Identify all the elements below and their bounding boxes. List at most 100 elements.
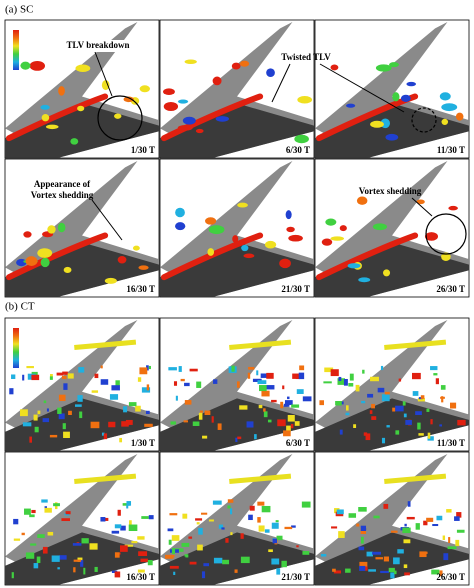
- vortex-blob: [212, 76, 222, 86]
- vortex-blob: [211, 416, 214, 423]
- vortex-blob: [126, 504, 129, 509]
- vortex-blob: [240, 556, 250, 564]
- vortex-blob: [40, 104, 50, 110]
- vortex-blob: [58, 413, 65, 420]
- vortex-blob: [201, 512, 208, 515]
- vortex-blob: [57, 407, 62, 414]
- vortex-blob: [26, 366, 34, 369]
- vortex-blob: [372, 551, 381, 555]
- vortex-blob: [119, 437, 123, 443]
- vortex-blob: [400, 94, 411, 102]
- vortex-blob: [446, 509, 452, 513]
- vortex-blob: [198, 527, 203, 535]
- vortex-blob: [234, 569, 238, 573]
- vortex-blob: [104, 277, 117, 284]
- vortex-blob: [321, 238, 333, 246]
- vortex-blob: [11, 374, 16, 380]
- vortex-blob: [339, 429, 343, 435]
- vortex-blob: [416, 199, 425, 205]
- vortex-blob: [218, 524, 224, 529]
- vortex-blob: [181, 542, 190, 547]
- vortex-blob: [121, 421, 129, 427]
- vortex-blob: [320, 553, 327, 557]
- blade-shadow: [160, 242, 314, 297]
- vortex-blob: [195, 518, 203, 521]
- vortex-blob: [343, 378, 348, 386]
- vortex-blob: [412, 372, 421, 380]
- vortex-blob: [439, 92, 451, 101]
- vortex-blob: [457, 419, 466, 426]
- vortex-blob: [403, 564, 408, 569]
- vortex-blob: [296, 389, 304, 394]
- vortex-blob: [439, 570, 443, 577]
- vortex-blob: [276, 568, 281, 575]
- vortex-blob: [77, 105, 85, 112]
- vortex-core: [6, 232, 109, 281]
- vortex-blob: [126, 501, 132, 506]
- vortex-blob: [248, 366, 255, 370]
- vortex-blob: [430, 419, 433, 425]
- vortex-blob: [338, 376, 342, 382]
- vortex-blob: [433, 373, 438, 376]
- vortex-blob: [333, 570, 342, 574]
- vortex-blob: [243, 253, 255, 259]
- vortex-blob: [383, 269, 391, 277]
- vortex-blob: [291, 404, 300, 408]
- vortex-blob: [405, 420, 412, 425]
- vortex-blob: [257, 501, 265, 506]
- vortex-blob: [441, 103, 458, 112]
- vortex-blob: [128, 520, 132, 527]
- vortex-blob: [330, 64, 339, 71]
- vortex-blob: [62, 423, 66, 430]
- vortex-blob: [141, 516, 149, 519]
- vortex-blob: [448, 537, 451, 544]
- vortex-blob: [423, 520, 428, 526]
- vortex-blob: [264, 529, 270, 533]
- vortex-blob: [37, 534, 45, 538]
- vortex-blob: [455, 539, 460, 547]
- vortex-blob: [456, 512, 462, 518]
- frame-cell: 11/30 T: [314, 317, 470, 452]
- highlight-circle: [425, 213, 467, 255]
- vortex-blob: [213, 557, 223, 564]
- vortex-blob: [285, 210, 292, 220]
- frame-cell: 26/30 T: [314, 451, 470, 586]
- vortex-blob: [139, 85, 151, 93]
- vortex-blob: [263, 408, 266, 412]
- vortex-blob: [212, 500, 222, 505]
- vortex-blob: [284, 400, 293, 405]
- vortex-blob: [33, 563, 39, 569]
- vortex-blob: [264, 240, 277, 249]
- vortex-blob: [34, 426, 39, 433]
- vortex-blob: [259, 385, 267, 392]
- vortex-blob: [227, 499, 234, 503]
- vortex-blob: [417, 422, 421, 430]
- vortex-blob: [29, 436, 32, 443]
- vortex-blob: [79, 411, 83, 419]
- vortex-blob: [381, 394, 390, 402]
- vortex-blob: [182, 513, 188, 519]
- vortex-blob: [29, 60, 46, 71]
- vortex-blob: [73, 559, 82, 562]
- vortex-blob: [324, 367, 334, 373]
- blade-shadow: [160, 103, 314, 158]
- vortex-blob: [230, 508, 233, 515]
- annotation: Vortex shedding: [31, 190, 94, 200]
- vortex-blob: [260, 373, 268, 378]
- vortex-blob: [283, 430, 291, 437]
- frame-label: 21/30 T: [281, 284, 310, 294]
- vortex-blob: [371, 416, 377, 420]
- frame-cell: 6/30 T: [159, 317, 315, 452]
- annotation: Vortex shedding: [359, 186, 422, 196]
- vortex-blob: [279, 258, 291, 269]
- vortex-blob: [412, 391, 419, 396]
- vortex-blob: [258, 525, 265, 532]
- arrow: [91, 199, 123, 241]
- vortex-blob: [184, 400, 192, 405]
- vortex-blob: [77, 395, 83, 402]
- vortex-blob: [281, 560, 287, 568]
- vortex-blob: [192, 421, 200, 426]
- vortex-blob: [41, 114, 50, 122]
- vortex-blob: [122, 503, 130, 506]
- vortex-blob: [20, 61, 31, 70]
